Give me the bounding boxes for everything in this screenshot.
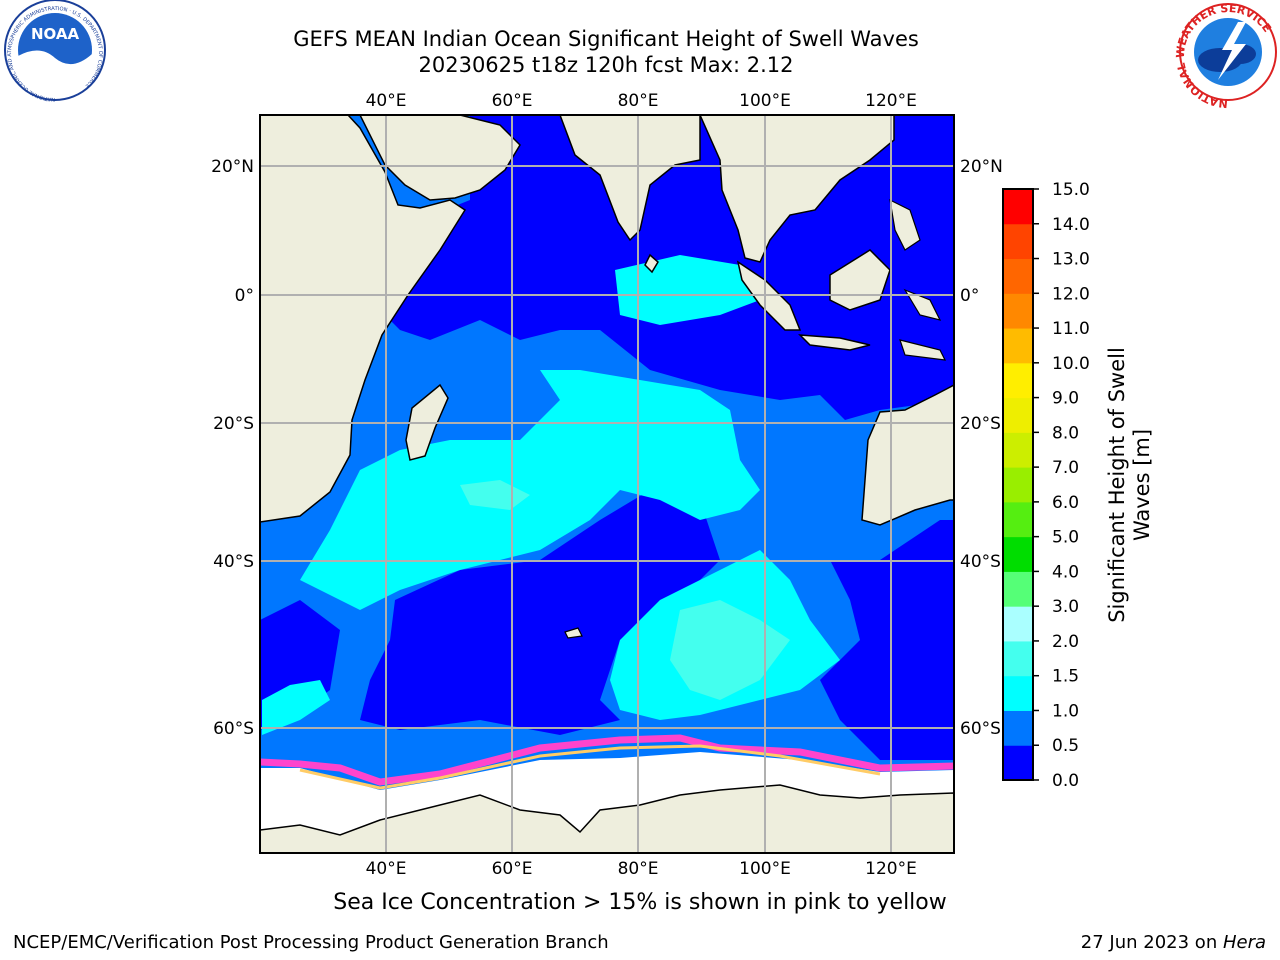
lat-label-left: 20°S [213, 414, 254, 434]
colorbar-tick-label: 4.0 [1052, 562, 1079, 582]
sea-ice-edge [260, 734, 954, 786]
colorbar-frame [1002, 188, 1034, 781]
colorbar-tick-label: 10.0 [1052, 354, 1090, 374]
lon-label-bottom: 80°E [618, 859, 659, 879]
lat-label-left: 40°S [213, 552, 254, 572]
noaa-logo-text: NOAA [31, 25, 80, 43]
land-java [798, 334, 871, 351]
colorbar-swatch [1003, 571, 1033, 607]
footer-date: 27 Jun 2023 on Hera [1081, 932, 1266, 953]
colorbar-tick-label: 15.0 [1052, 180, 1090, 200]
lat-label-left: 20°N [211, 157, 254, 177]
lon-label-bottom: 100°E [739, 859, 791, 879]
nws-logo: NATIONAL WEATHER SERVICE [1174, 2, 1277, 110]
lon-labels-bottom: 40°E 60°E 80°E 100°E 120°E [366, 859, 917, 879]
colorbar [1003, 189, 1033, 781]
colorbar-tick-label: 1.5 [1052, 667, 1079, 687]
footer-host: Hera [1222, 932, 1266, 953]
lon-labels-top: 40°E 60°E 80°E 100°E 120°E [366, 91, 917, 111]
colorbar-swatch [1003, 710, 1033, 746]
land-australia [861, 384, 954, 526]
colorbar-tick-label: 13.0 [1052, 250, 1090, 270]
gridlines [260, 115, 954, 853]
colorbar-tick-label: 11.0 [1052, 319, 1090, 339]
colorbar-swatch [1003, 467, 1033, 503]
colorbar-swatch [1003, 189, 1033, 225]
lat-label-right: 40°S [960, 552, 1001, 572]
lat-label-right: 20°S [960, 414, 1001, 434]
swell-zone-mid-north [615, 255, 760, 325]
map-frame [259, 114, 955, 854]
colorbar-tick-label: 0.5 [1052, 736, 1079, 756]
colorbar-label-line1: Significant Height of Swell [1105, 347, 1129, 623]
lon-label-top: 120°E [865, 91, 917, 111]
colorbar-tick-label: 8.0 [1052, 423, 1079, 443]
swell-zone-high-south [670, 600, 790, 700]
land-kerguelen [564, 627, 583, 639]
colorbar-label: Significant Height of Swell Waves [m] [1105, 347, 1154, 623]
footer-credit: NCEP/EMC/Verification Post Processing Pr… [13, 932, 609, 953]
colorbar-swatch [1003, 675, 1033, 711]
colorbar-label-line2: Waves [m] [1130, 429, 1154, 541]
colorbar-tick-label: 5.0 [1052, 528, 1079, 548]
land-sri-lanka [644, 253, 659, 274]
lon-label-top: 60°E [492, 91, 533, 111]
colorbar-swatch [1003, 606, 1033, 642]
colorbar-swatch [1003, 501, 1033, 538]
map-area [260, 115, 954, 853]
lon-label-top: 100°E [739, 91, 791, 111]
footer-date-text: 27 Jun 2023 on [1080, 932, 1223, 953]
sea-ice-caption: Sea Ice Concentration > 15% is shown in … [333, 890, 947, 915]
colorbar-tick-label: 7.0 [1052, 458, 1079, 478]
lat-label-right: 20°N [960, 157, 1003, 177]
colorbar-swatch [1003, 745, 1033, 781]
colorbar-swatch [1003, 640, 1033, 677]
lon-label-bottom: 40°E [366, 859, 407, 879]
colorbar-tick-label: 14.0 [1052, 215, 1090, 235]
noaa-logo: NOAA NATIONAL OCEANIC AND ATMOSPHERIC AD… [4, 0, 106, 102]
lat-label-left: 60°S [213, 719, 254, 739]
lat-labels-left: 20°N 0° 20°S 40°S 60°S [211, 157, 254, 739]
land-antarctica [260, 784, 954, 853]
lat-label-right: 60°S [960, 719, 1001, 739]
colorbar-swatch [1003, 293, 1033, 329]
colorbar-tick-label: 2.0 [1052, 632, 1079, 652]
colorbar-tick-label: 12.0 [1052, 284, 1090, 304]
colorbar-tick-label: 1.0 [1052, 701, 1079, 721]
land-arabia [359, 115, 521, 201]
swell-zone-low-southeast [820, 520, 954, 760]
colorbar-tick-label: 3.0 [1052, 597, 1079, 617]
swell-zone-mid-southwest [262, 680, 330, 735]
land-africa [260, 115, 467, 523]
lon-label-top: 40°E [366, 91, 407, 111]
lon-label-bottom: 60°E [492, 859, 533, 879]
colorbar-tick-label: 9.0 [1052, 389, 1079, 409]
sea-ice-edge-yellow [299, 744, 881, 790]
colorbar-swatch [1003, 223, 1033, 260]
colorbar-tick-label: 6.0 [1052, 493, 1079, 513]
colorbar-swatch [1003, 536, 1033, 572]
lat-label-right: 0° [960, 286, 979, 306]
map-subtitle: 20230625 t18z 120h fcst Max: 2.12 [418, 53, 794, 77]
swell-zone-low-southern [360, 490, 720, 735]
colorbar-ticks: 0.0 0.5 1.0 1.5 2.0 3.0 4.0 5.0 6.0 7.0 8.0 9.0 10.0… [1033, 180, 1090, 791]
colorbar-tick-label: 0.0 [1052, 771, 1079, 791]
lon-label-top: 80°E [618, 91, 659, 111]
land-islands-east [889, 198, 947, 361]
colorbar-swatch [1003, 362, 1033, 399]
land-india [559, 115, 701, 242]
colorbar-swatch [1003, 397, 1033, 433]
colorbar-swatch [1003, 258, 1033, 294]
swell-zone-mid-band [300, 370, 760, 610]
map-title: GEFS MEAN Indian Ocean Significant Heigh… [293, 27, 919, 51]
colorbar-swatch [1003, 328, 1033, 364]
lat-labels-right: 20°N 0° 20°S 40°S 60°S [960, 157, 1003, 739]
colorbar-swatch [1003, 432, 1033, 468]
lat-label-left: 0° [235, 286, 254, 306]
lon-label-bottom: 120°E [865, 859, 917, 879]
